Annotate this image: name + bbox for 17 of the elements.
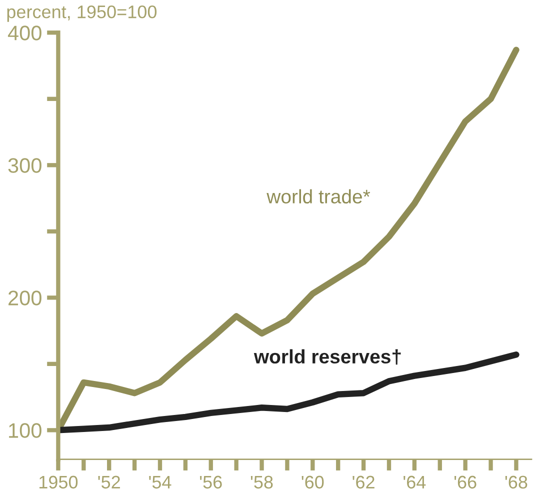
x-tick-label: '64 — [404, 476, 426, 489]
x-tick-label: '66 — [454, 476, 476, 489]
x-tick-label: '54 — [149, 476, 172, 489]
series-label: world trade* — [266, 189, 370, 204]
x-tick-label: '52 — [98, 476, 120, 489]
series-label: world reserves† — [254, 349, 401, 365]
y-tick-label: 300 — [8, 158, 42, 173]
x-tick-label: '56 — [200, 476, 222, 489]
x-tick-label: 1950 — [40, 476, 78, 489]
y-tick-label: 200 — [8, 290, 42, 306]
y-tick-label: 100 — [9, 423, 42, 438]
x-tick-label: '62 — [352, 476, 374, 489]
x-tick-label: '58 — [250, 476, 273, 489]
x-tick-label: '68 — [505, 476, 528, 489]
x-tick-label: '60 — [302, 476, 324, 489]
y-axis-title: percent, 1950=100 — [7, 5, 157, 22]
y-tick-label: 400 — [8, 26, 42, 40]
